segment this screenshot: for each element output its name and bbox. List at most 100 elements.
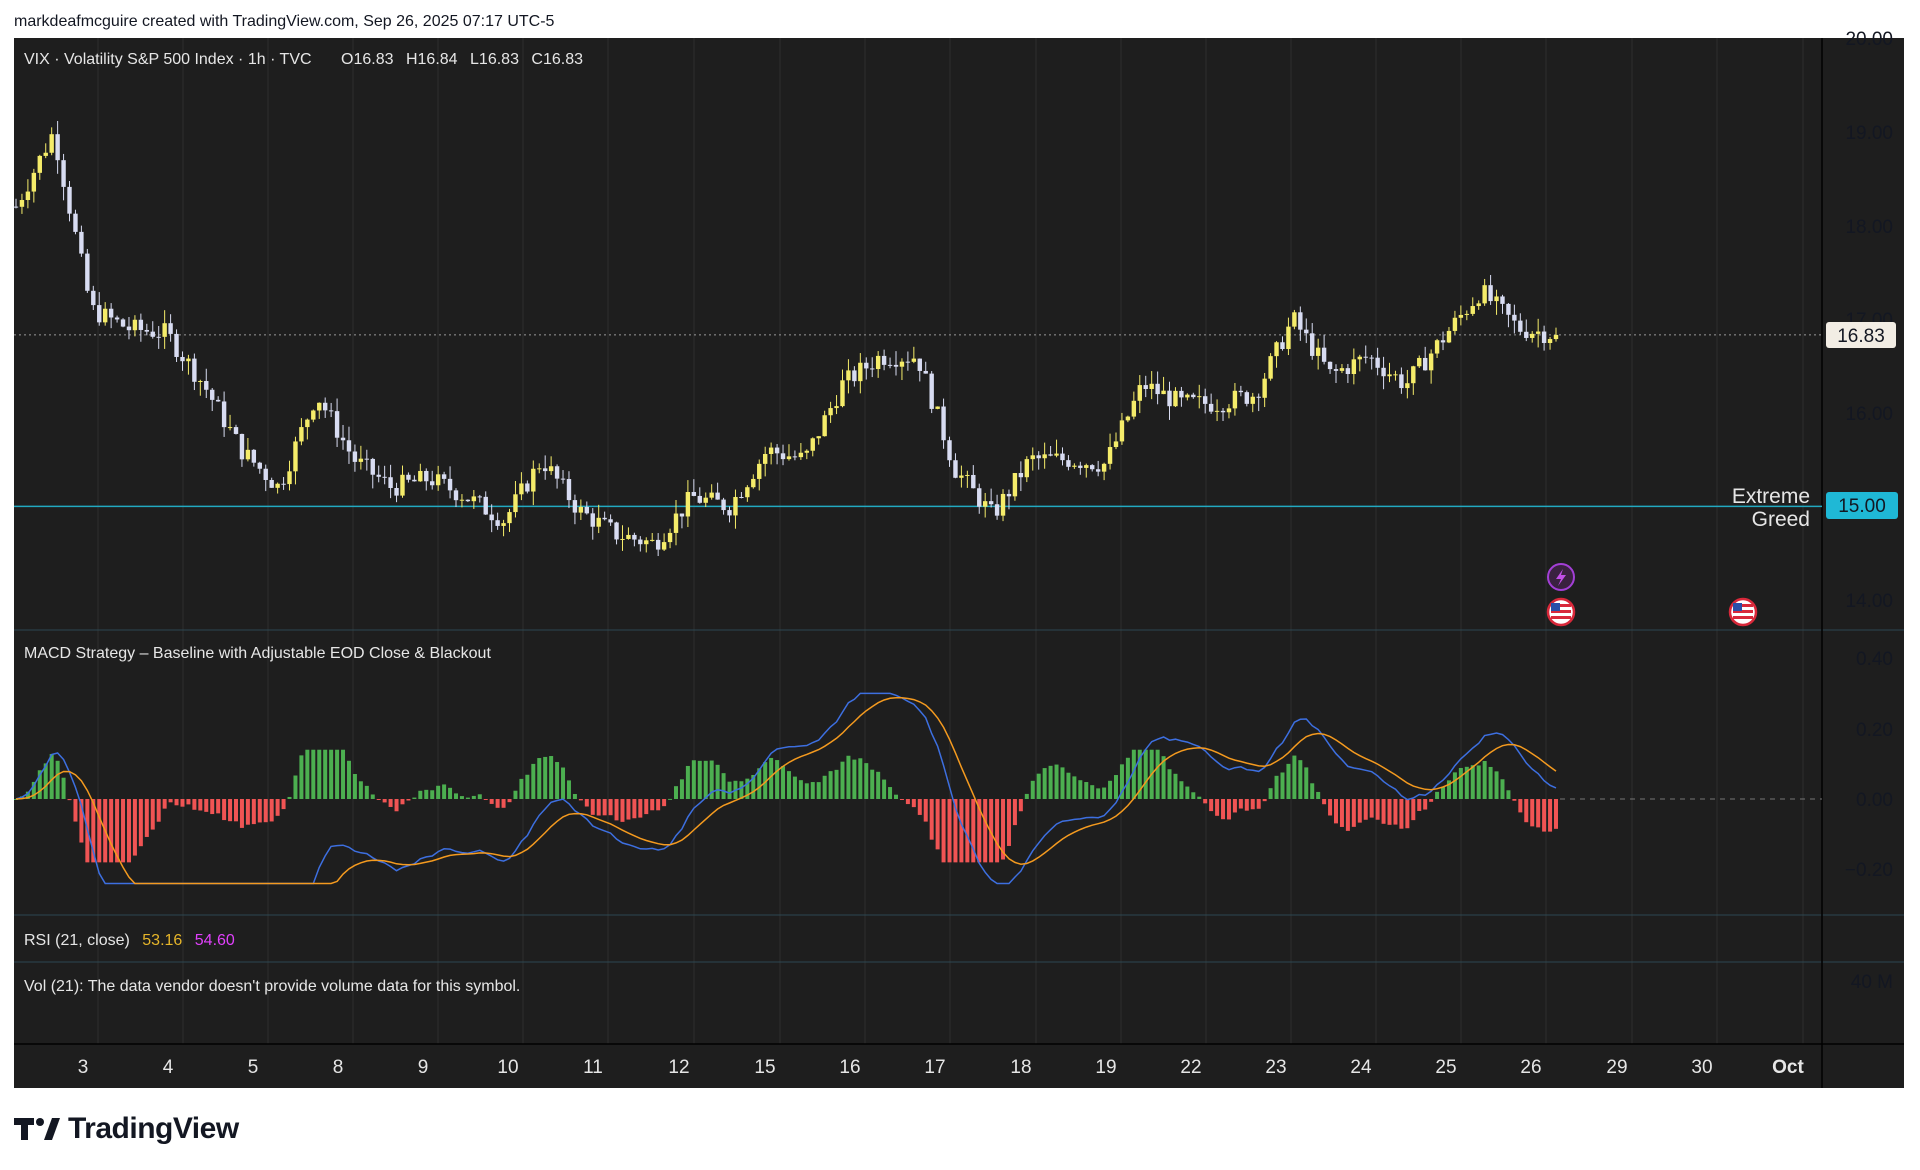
candle[interactable]: [79, 225, 84, 257]
candle[interactable]: [495, 512, 500, 530]
candle[interactable]: [572, 494, 578, 525]
candle[interactable]: [917, 358, 922, 382]
candle[interactable]: [1315, 338, 1321, 370]
candle[interactable]: [1464, 310, 1470, 321]
candle[interactable]: [400, 465, 405, 498]
candle[interactable]: [1125, 415, 1131, 423]
candle[interactable]: [174, 329, 179, 363]
candle[interactable]: [542, 455, 548, 480]
candle[interactable]: [798, 443, 804, 460]
candle[interactable]: [1494, 289, 1499, 315]
candle[interactable]: [757, 459, 762, 491]
candle[interactable]: [1399, 367, 1404, 394]
candle[interactable]: [810, 437, 815, 457]
candle[interactable]: [1333, 364, 1339, 383]
candle[interactable]: [1113, 432, 1119, 450]
candle[interactable]: [1024, 456, 1030, 483]
candle[interactable]: [1048, 445, 1053, 457]
candle[interactable]: [1066, 455, 1071, 471]
candle[interactable]: [531, 460, 536, 506]
candle[interactable]: [935, 406, 940, 410]
candle[interactable]: [376, 465, 381, 483]
time-axis[interactable]: 3 4 5 8 9 10 11 12 15 16 17 18 19 22 23 24 25 26 29 30 Oct: [78, 1057, 1805, 1078]
candle[interactable]: [1369, 355, 1374, 370]
candle[interactable]: [1547, 336, 1553, 350]
candle[interactable]: [1304, 318, 1309, 344]
candle[interactable]: [1155, 371, 1160, 405]
candle[interactable]: [85, 248, 90, 293]
candle[interactable]: [1458, 305, 1464, 326]
candle[interactable]: [893, 351, 899, 376]
candle[interactable]: [1434, 338, 1440, 359]
candle[interactable]: [507, 508, 512, 532]
candle[interactable]: [144, 323, 150, 336]
candle[interactable]: [168, 314, 173, 342]
candle[interactable]: [215, 396, 221, 402]
candle[interactable]: [864, 357, 869, 380]
candle[interactable]: [1298, 306, 1303, 341]
candle[interactable]: [1042, 442, 1047, 469]
candle[interactable]: [1310, 323, 1315, 360]
candle[interactable]: [108, 303, 114, 329]
candle[interactable]: [525, 480, 530, 494]
candle[interactable]: [1185, 393, 1190, 401]
candle[interactable]: [1090, 464, 1095, 472]
candle[interactable]: [1119, 412, 1125, 445]
tradingview-brand[interactable]: TradingView: [14, 1112, 239, 1146]
candle[interactable]: [655, 533, 661, 557]
candle[interactable]: [1000, 489, 1006, 522]
candle[interactable]: [406, 472, 411, 483]
candle[interactable]: [317, 402, 322, 419]
candle[interactable]: [840, 369, 845, 408]
candle[interactable]: [650, 533, 655, 542]
candle[interactable]: [459, 494, 465, 508]
candle[interactable]: [1256, 393, 1261, 412]
candle[interactable]: [1238, 385, 1244, 397]
candle[interactable]: [1018, 461, 1024, 492]
candle[interactable]: [1280, 336, 1285, 351]
candle[interactable]: [1197, 384, 1202, 409]
candle[interactable]: [971, 465, 976, 489]
candle[interactable]: [1173, 387, 1178, 408]
candle[interactable]: [513, 480, 518, 518]
candle[interactable]: [465, 499, 471, 503]
candle[interactable]: [822, 410, 827, 437]
candle[interactable]: [1107, 433, 1113, 470]
candle[interactable]: [150, 321, 155, 339]
candle[interactable]: [204, 368, 209, 399]
candle[interactable]: [1488, 274, 1493, 305]
candle[interactable]: [1262, 372, 1267, 408]
candle[interactable]: [982, 492, 988, 518]
candle[interactable]: [1084, 463, 1089, 478]
candle[interactable]: [1208, 393, 1214, 414]
candle[interactable]: [37, 154, 42, 180]
candle[interactable]: [965, 470, 970, 488]
candle[interactable]: [1470, 297, 1475, 316]
candle[interactable]: [1131, 391, 1137, 420]
candle[interactable]: [346, 426, 352, 464]
candle[interactable]: [1286, 317, 1291, 356]
candle[interactable]: [55, 120, 60, 174]
candle[interactable]: [31, 168, 37, 203]
candle[interactable]: [114, 315, 120, 323]
candle[interactable]: [905, 351, 911, 371]
candle[interactable]: [1072, 463, 1077, 469]
candle[interactable]: [120, 318, 126, 328]
candle[interactable]: [1250, 392, 1255, 413]
candle[interactable]: [1191, 392, 1196, 399]
candle[interactable]: [1149, 371, 1154, 400]
candle[interactable]: [602, 511, 607, 521]
candle[interactable]: [679, 513, 685, 529]
candle[interactable]: [537, 463, 542, 474]
candle[interactable]: [1357, 354, 1362, 372]
candle[interactable]: [245, 437, 251, 462]
candle[interactable]: [1143, 375, 1148, 398]
candle[interactable]: [1387, 362, 1392, 383]
candle[interactable]: [340, 424, 346, 450]
candle[interactable]: [251, 449, 257, 467]
candle[interactable]: [548, 456, 554, 475]
candle[interactable]: [1030, 447, 1035, 471]
candle[interactable]: [311, 409, 316, 423]
candle[interactable]: [697, 487, 702, 504]
candle[interactable]: [703, 492, 708, 508]
